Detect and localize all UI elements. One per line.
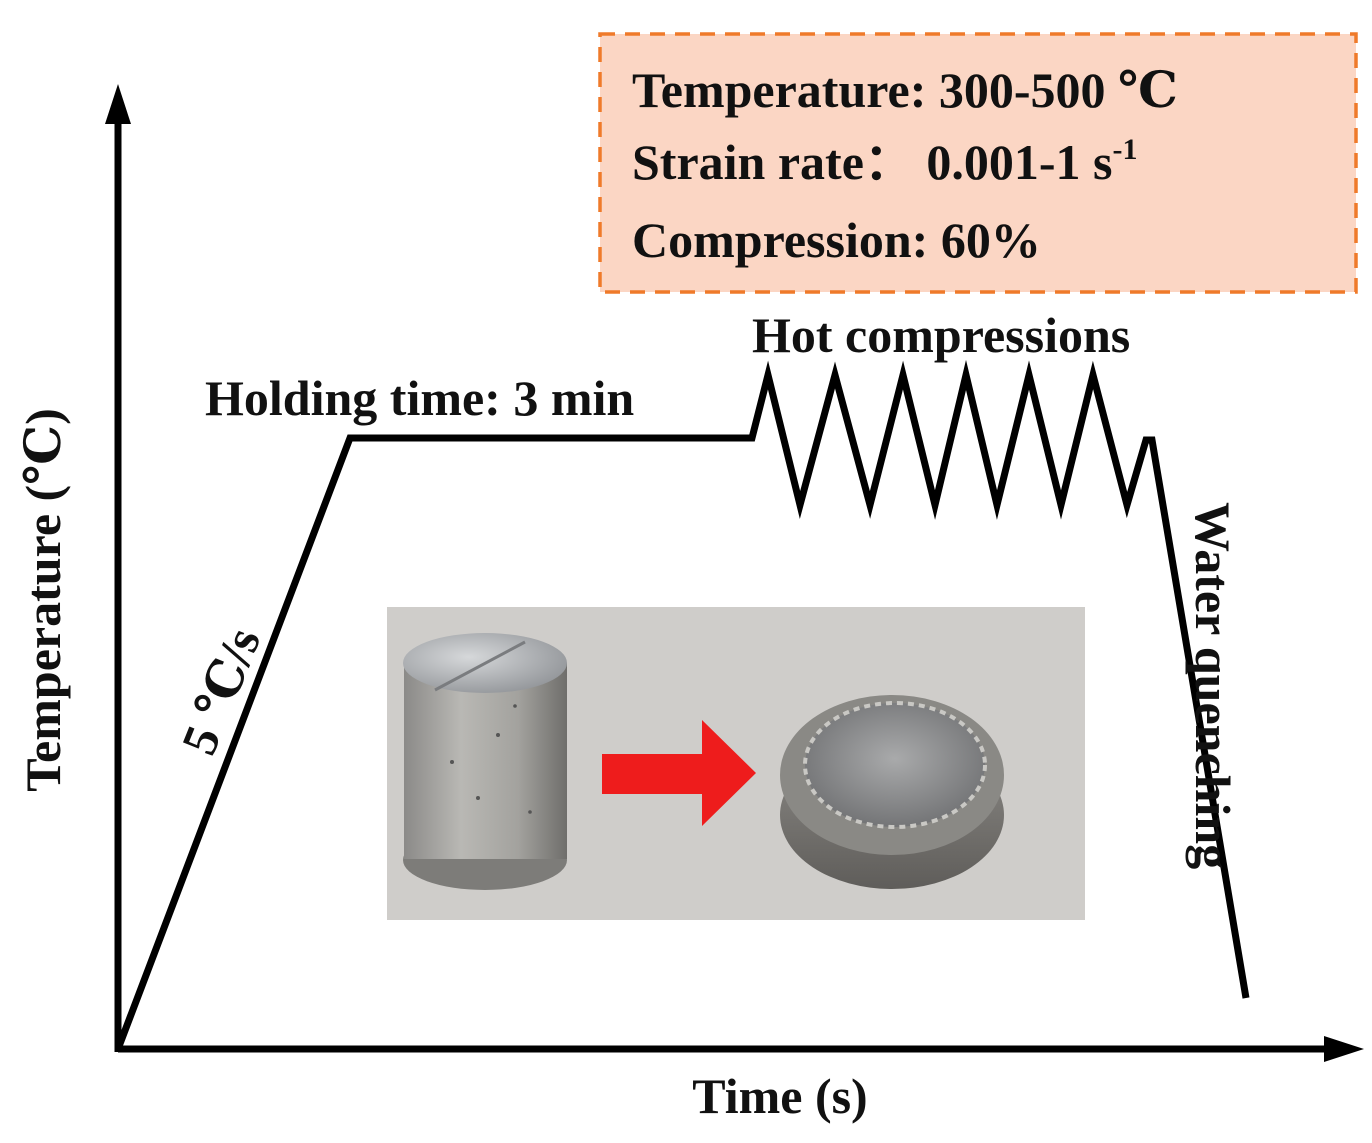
condition-compression: Compression: 60% (632, 212, 1041, 268)
condition-temperature: Temperature: 300-500 ℃ (632, 62, 1178, 118)
temperature-profile-line (114, 359, 1250, 1051)
specimen-photo (387, 607, 1085, 920)
compressed-specimen (780, 695, 1004, 889)
x-axis-arrowhead (1324, 1036, 1364, 1062)
y-axis-arrowhead (105, 84, 131, 124)
condition-strain-rate: Strain rate： 0.001-1 s-1 (632, 133, 1138, 190)
holding-time-label: Holding time: 3 min (205, 370, 634, 426)
hot-compressions-label: Hot compressions (752, 307, 1130, 363)
conditions-box: Temperature: 300-500 ℃ Strain rate： 0.00… (598, 32, 1358, 294)
cylinder-specimen (403, 633, 567, 890)
axes (105, 84, 1364, 1062)
water-quenching-label: Water quenching (1185, 502, 1241, 869)
conditions-box-background (598, 32, 1358, 294)
x-axis-label: Time (s) (692, 1068, 867, 1124)
red-arrow (602, 720, 756, 826)
y-axis-label: Temperature (℃) (15, 408, 71, 791)
